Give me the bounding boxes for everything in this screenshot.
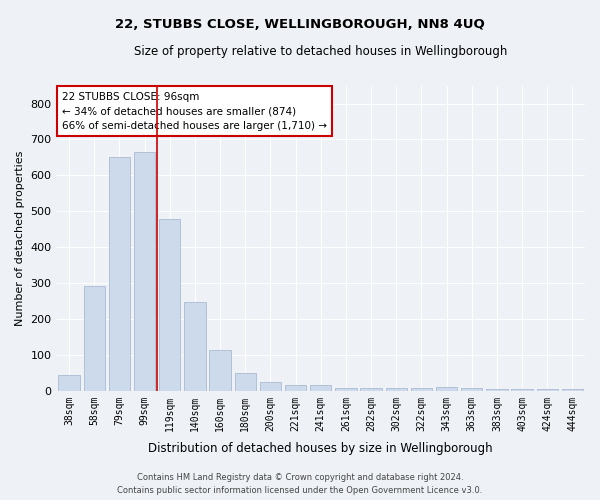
Bar [235,373,256,391]
Bar [159,219,181,391]
Title: Size of property relative to detached houses in Wellingborough: Size of property relative to detached ho… [134,45,508,58]
Bar [486,389,508,391]
Bar [562,389,583,391]
Bar [260,382,281,391]
Bar [83,286,105,391]
Bar [461,388,482,391]
Bar [335,388,356,391]
Text: 22, STUBBS CLOSE, WELLINGBOROUGH, NN8 4UQ: 22, STUBBS CLOSE, WELLINGBOROUGH, NN8 4U… [115,18,485,30]
Bar [285,386,307,391]
Bar [361,388,382,391]
Bar [436,387,457,391]
Bar [58,374,80,391]
Bar [386,388,407,391]
Text: Contains HM Land Registry data © Crown copyright and database right 2024.
Contai: Contains HM Land Registry data © Crown c… [118,474,482,495]
Bar [134,152,155,391]
Bar [536,389,558,391]
Text: 22 STUBBS CLOSE: 96sqm
← 34% of detached houses are smaller (874)
66% of semi-de: 22 STUBBS CLOSE: 96sqm ← 34% of detached… [62,92,327,132]
Bar [209,350,231,391]
Bar [411,388,432,391]
Y-axis label: Number of detached properties: Number of detached properties [15,150,25,326]
X-axis label: Distribution of detached houses by size in Wellingborough: Distribution of detached houses by size … [148,442,493,455]
Bar [184,302,206,391]
Bar [310,386,331,391]
Bar [109,156,130,391]
Bar [511,389,533,391]
